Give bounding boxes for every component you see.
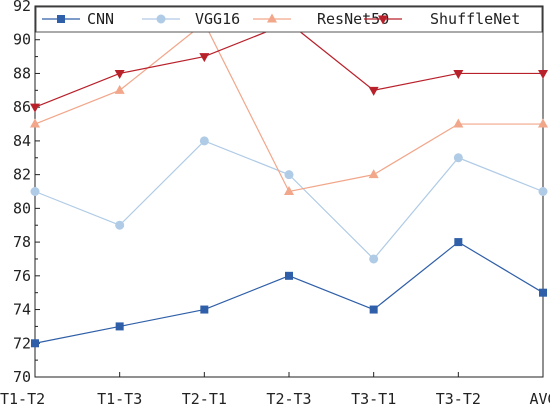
data-point-vgg16 (453, 153, 463, 163)
legend-item-shufflenet: ShuffleNet (364, 10, 520, 28)
data-point-cnn (454, 238, 463, 247)
data-point-resnet50 (453, 118, 464, 128)
data-point-cnn (539, 288, 547, 297)
series-layer (30, 17, 548, 348)
data-point-cnn (200, 305, 209, 314)
data-point-vgg16 (284, 170, 294, 180)
legend: CNN VGG16 ResNet50 ShuffleNet (35, 6, 543, 33)
series-line-resnet50 (34, 21, 543, 193)
x-axis: T1-T2 T1-T3 T2-T1 T2-T3 T3-T1 T3-T2 AVG (0, 372, 550, 408)
x-tick-label: T2-T3 (266, 390, 311, 408)
data-point-shufflenet (453, 69, 464, 79)
legend-item-vgg16: VGG16 (142, 10, 240, 28)
data-point-cnn (285, 271, 293, 280)
y-tick-label: 80 (13, 199, 31, 217)
y-tick-label: 76 (13, 267, 31, 285)
y-tick-label: 84 (13, 132, 31, 150)
y-tick-label: 78 (13, 233, 31, 251)
data-point-cnn (115, 322, 124, 331)
data-point-resnet50 (538, 118, 548, 128)
y-tick-label: 70 (13, 368, 31, 386)
series-shufflenet (30, 19, 548, 113)
data-point-shufflenet (538, 69, 548, 79)
x-tick-label: T2-T1 (182, 390, 227, 408)
legend-swatch-marker (57, 15, 65, 23)
legend-item-resnet50: ResNet50 (253, 10, 389, 28)
x-tick-label: T1-T2 (0, 390, 45, 408)
legend-label: ResNet50 (317, 10, 389, 28)
legend-label: VGG16 (195, 10, 240, 28)
series-cnn (31, 238, 547, 348)
y-tick-label: 82 (13, 166, 31, 184)
series-vgg16 (30, 136, 548, 264)
data-point-shufflenet (368, 86, 379, 96)
series-resnet50 (30, 17, 548, 195)
y-tick-label: 72 (13, 334, 31, 352)
data-point-shufflenet (199, 53, 210, 63)
data-point-vgg16 (199, 136, 209, 146)
y-tick-label: 86 (13, 98, 31, 116)
data-point-cnn (369, 305, 378, 314)
x-tick-label: T3-T2 (436, 390, 481, 408)
y-tick-label: 74 (13, 301, 31, 319)
data-point-vgg16 (115, 220, 125, 230)
data-point-resnet50 (284, 186, 294, 195)
legend-item-cnn: CNN (42, 10, 114, 28)
data-point-vgg16 (369, 254, 379, 264)
data-point-shufflenet (114, 69, 125, 79)
legend-label: CNN (87, 10, 114, 28)
data-point-cnn (31, 339, 39, 348)
series-line-cnn (34, 241, 544, 344)
data-point-resnet50 (30, 118, 40, 128)
data-point-vgg16 (30, 187, 40, 196)
x-tick-label: T3-T1 (351, 390, 396, 408)
data-point-vgg16 (538, 187, 548, 196)
legend-swatch-marker (378, 15, 388, 25)
y-axis: 70 72 74 76 78 80 82 84 86 88 90 92 (13, 0, 40, 386)
legend-label: ShuffleNet (430, 10, 520, 28)
legend-swatch-marker (156, 14, 166, 24)
series-line-vgg16 (34, 140, 544, 260)
series-line-shufflenet (34, 22, 543, 108)
y-tick-label: 88 (13, 64, 31, 82)
data-point-resnet50 (114, 84, 125, 94)
y-tick-label: 90 (13, 31, 31, 49)
y-tick-label: 92 (13, 0, 31, 15)
x-tick-label: AVG (529, 390, 550, 408)
x-tick-label: T1-T3 (97, 390, 142, 408)
legend-swatch-marker (267, 13, 277, 23)
data-point-resnet50 (368, 169, 379, 179)
data-point-shufflenet (30, 103, 40, 113)
